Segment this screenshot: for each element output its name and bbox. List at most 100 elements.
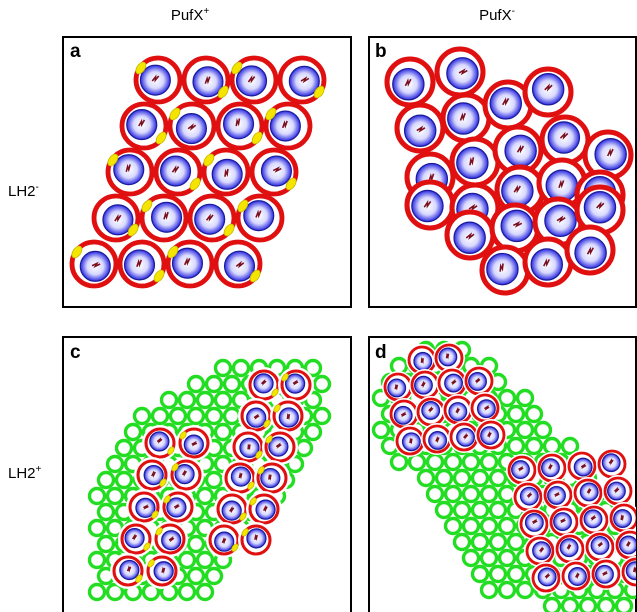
rc-core [221,536,227,545]
panel-label: c [70,342,81,363]
rc-core [260,379,267,386]
lh2-ring [506,532,526,552]
rc-core [247,75,256,84]
lh2-ring [443,452,463,472]
lh2-ring [425,484,445,504]
lh2-ring [506,436,526,456]
pufx [255,450,263,459]
lh2-ring [231,358,251,378]
rc-core [502,97,510,106]
pufx [239,512,247,521]
row-header: LH2- [8,182,39,200]
pufx [285,177,297,191]
rc-core [451,378,457,386]
lh2-ring [488,532,508,552]
pufx [281,373,289,382]
rc-core [421,380,426,388]
rc-core [126,565,132,573]
pufx [127,223,139,237]
rc-core [181,469,188,477]
rc-core [235,260,245,269]
lh2-ring [96,470,116,490]
rc-core [91,261,101,269]
panel-a-art [69,55,327,289]
pufx [257,466,265,475]
rc-core [268,473,272,481]
lh2-ring [452,500,472,520]
column-header: PufX- [479,6,515,24]
rc-core [191,440,198,447]
lh2-ring [186,374,206,394]
pufx [189,177,201,191]
lh2-ring [87,518,107,538]
lh2-ring [312,374,332,394]
lh2-ring [488,500,508,520]
rc-core [423,200,432,209]
lh2-ring [132,406,152,426]
lh2-ring [560,596,580,612]
rc-core [597,541,603,548]
rc-core [499,263,504,272]
pufx [141,199,153,213]
lh2-ring [87,550,107,570]
rc-core [253,413,260,420]
lh2-ring [87,486,107,506]
lh2-ring [294,438,314,458]
rc-core [205,213,214,222]
rc-core [512,220,523,228]
lh2-ring [87,582,107,602]
rc-core [143,504,149,510]
rc-core [468,203,478,212]
rc-core [560,518,566,524]
lh2-ring [614,596,634,612]
lh2-ring [177,550,197,570]
rc-core [262,504,268,513]
rc-core [625,540,631,548]
lh2-ring [596,596,616,612]
lh2-ring [213,390,233,410]
rc-core [586,487,592,495]
rc-core [163,211,169,220]
rc-core [247,443,251,451]
rc-core [544,83,553,92]
panel-d-art [371,340,636,612]
pufx [249,269,261,283]
pufx [159,478,167,487]
lh2-ring [497,516,517,536]
lh2-ring [177,582,197,602]
lh2-ring [186,406,206,426]
pufx [231,543,239,552]
rc-core [229,506,235,514]
rc-core [114,213,122,223]
lh2-ring [159,390,179,410]
rc-core [292,379,299,386]
row-header: LH2+ [8,464,42,482]
rc-core [590,514,597,521]
lh2-ring [96,502,116,522]
lh2-ring [213,422,233,442]
lh2-ring [114,438,134,458]
reaction-center [625,561,636,581]
rc-core [161,566,166,574]
rc-core [559,131,569,140]
rc-core [125,163,131,173]
lh2-ring [389,452,409,472]
lh2-ring [204,566,224,586]
lh2-ring [105,454,125,474]
lh2-ring [515,420,535,440]
rc-core [475,377,481,384]
pufx [153,269,165,283]
lh2-ring [515,580,535,600]
lh2-ring [560,436,580,456]
pufx [167,446,175,455]
lh2-ring [461,548,481,568]
lh2-ring [434,468,454,488]
lh2-ring [213,358,233,378]
lh2-ring [533,420,553,440]
pufx [169,107,181,121]
panel-label: b [375,41,387,62]
lh2-ring [443,516,463,536]
rc-core [463,432,469,440]
rc-core [513,184,521,194]
